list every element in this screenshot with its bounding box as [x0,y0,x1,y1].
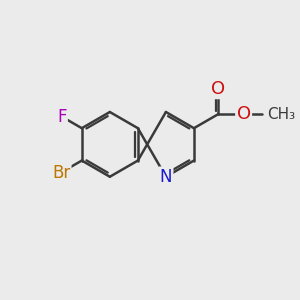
Text: F: F [57,108,67,126]
Text: O: O [237,105,251,123]
Text: O: O [211,80,225,98]
Text: CH₃: CH₃ [267,106,295,122]
Text: N: N [160,168,172,186]
Text: Br: Br [52,164,70,181]
